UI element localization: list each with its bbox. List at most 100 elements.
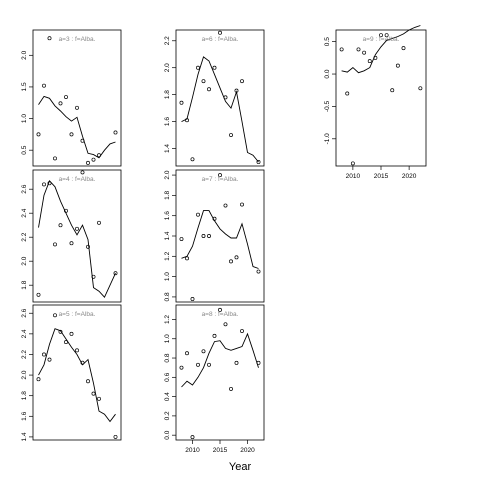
panel-3: -1.0 -0.5 0.0 0.5 2010 2015 2020 a=9 : f=Alba. <box>324 25 427 180</box>
y-tick-label: 0.8 <box>164 292 171 301</box>
y-tick-label: 0.0 <box>164 430 171 439</box>
x-tick-label: 2015 <box>213 447 228 454</box>
panel-label: a=4 : f=Alba. <box>59 176 96 183</box>
series-line <box>181 210 259 269</box>
data-point <box>64 340 68 345</box>
figure-x-axis-label: Year <box>229 461 252 473</box>
data-point <box>86 379 90 384</box>
data-point <box>196 362 200 367</box>
series-line <box>38 95 116 159</box>
data-point <box>234 88 239 93</box>
data-point <box>47 357 52 362</box>
y-tick-label: 2.0 <box>164 170 171 179</box>
data-point <box>207 87 211 92</box>
x-tick-label: 2010 <box>185 447 200 454</box>
y-tick-label: 2.2 <box>164 36 171 45</box>
data-point <box>256 360 261 365</box>
data-point <box>390 88 395 93</box>
data-point <box>229 386 233 391</box>
data-point <box>212 333 217 338</box>
data-point <box>42 83 46 88</box>
data-point <box>69 331 74 336</box>
data-point <box>212 65 217 70</box>
data-point <box>179 237 184 241</box>
y-tick-label: 1.2 <box>164 315 171 324</box>
x-tick-label: 2010 <box>346 173 361 180</box>
data-point <box>185 256 189 261</box>
data-point <box>234 360 239 365</box>
y-tick-label: 1.8 <box>21 391 28 400</box>
panel-frame <box>32 304 122 441</box>
y-tick-label: 0.4 <box>164 392 171 401</box>
data-point <box>91 274 96 279</box>
y-tick-label: 1.8 <box>164 90 171 99</box>
data-point <box>97 220 101 225</box>
data-point <box>58 223 63 228</box>
data-point <box>75 105 79 110</box>
data-point <box>196 212 200 217</box>
data-point <box>86 244 90 249</box>
panel-4: 1.8 2.0 2.2 2.4 2.6 a=4 : f=Alba. <box>21 169 122 303</box>
data-point <box>47 36 52 41</box>
data-point <box>223 95 228 100</box>
y-tick-label: 1.8 <box>164 190 171 199</box>
data-point <box>367 59 372 64</box>
data-point <box>218 30 222 35</box>
y-tick-label: 0.8 <box>164 353 171 362</box>
y-tick-label: 1.0 <box>164 272 171 281</box>
data-point <box>80 170 85 175</box>
data-point <box>223 203 228 208</box>
data-point <box>36 377 41 382</box>
y-tick-label: 1.8 <box>21 280 28 289</box>
data-point <box>80 138 85 143</box>
y-tick-label: 0.6 <box>164 372 171 381</box>
y-tick-label: 1.6 <box>164 117 171 126</box>
data-point <box>185 118 189 123</box>
data-point <box>395 63 400 68</box>
data-point <box>201 349 206 354</box>
series-line <box>181 56 259 163</box>
data-point <box>207 362 211 367</box>
y-tick-label: 1.4 <box>164 231 171 240</box>
panel-label: a=5 : f=Alba. <box>59 311 96 318</box>
y-tick-label: 1.6 <box>21 411 28 420</box>
series-line <box>181 332 259 388</box>
data-point <box>185 351 189 356</box>
series-line <box>38 179 116 299</box>
data-point <box>36 292 41 297</box>
y-tick-label: 2.0 <box>21 256 28 265</box>
data-point <box>201 234 206 238</box>
data-point <box>401 46 406 51</box>
data-point <box>58 101 63 106</box>
data-point <box>190 435 195 440</box>
y-tick-label: 2.4 <box>21 329 28 338</box>
data-point <box>207 234 211 238</box>
y-tick-label: 2.2 <box>21 232 28 241</box>
panel-label: a=6 : f=Alba. <box>202 36 239 43</box>
data-point <box>229 259 233 264</box>
y-tick-label: 2.6 <box>21 308 28 317</box>
y-tick-label: 1.6 <box>164 211 171 220</box>
panel-label: a=8 : f=Alba. <box>202 311 239 318</box>
y-tick-label: 1.4 <box>164 144 171 153</box>
data-point <box>64 208 68 213</box>
x-tick-label: 2020 <box>240 447 255 454</box>
panel-frame <box>335 29 427 167</box>
data-point <box>97 153 101 158</box>
y-tick-label: 2.4 <box>21 208 28 217</box>
y-tick-label: -1.0 <box>324 133 331 145</box>
data-point <box>362 50 367 55</box>
data-point <box>373 55 378 60</box>
series-line <box>38 328 116 423</box>
y-tick-label: 0.0 <box>324 69 331 78</box>
panel-7: 0.0 0.2 0.4 0.6 0.8 1.0 1.2 2010 2015 2020 a=8 : f… <box>164 304 265 454</box>
panel-1: 0.5 1.0 1.5 2.0 a=3 : f=Alba. <box>21 29 122 167</box>
data-point <box>240 202 244 207</box>
data-point <box>418 86 423 91</box>
data-point <box>218 307 222 312</box>
y-tick-label: 2.0 <box>164 63 171 72</box>
data-point <box>97 396 101 401</box>
data-point <box>240 329 244 333</box>
data-point <box>356 47 361 52</box>
